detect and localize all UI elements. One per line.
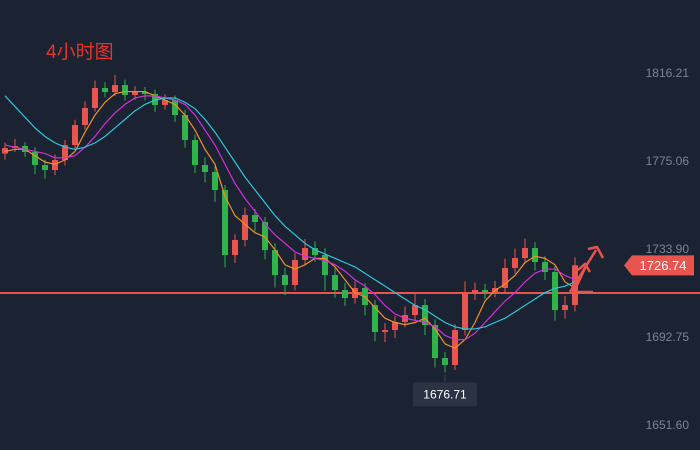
candle-body [142,92,148,95]
min-price: 1676.71 [423,387,467,401]
y-tick-label: 1733.90 [646,242,690,256]
candle-body [132,92,138,96]
candle-body [522,248,528,259]
candle-body [262,222,268,251]
candle-body [222,190,228,256]
candle-body [302,248,308,261]
candle-body [392,322,398,331]
candle-body [72,125,78,146]
candle-body [162,100,168,106]
candle-body [542,262,548,273]
candle-body [472,290,478,293]
candle-body [32,152,38,166]
candle-body [292,260,298,286]
candle-body [432,325,438,359]
candle-body [482,290,488,293]
candle-body [442,358,448,366]
candle-body [62,145,68,161]
candle-body [52,160,58,171]
candle-body [242,215,248,241]
arrow [572,262,592,293]
price-badge [624,255,694,276]
moving-average [4,90,576,349]
candle-body [192,140,198,166]
candle-body [552,272,558,311]
candle-body [232,240,238,256]
candle-body [422,305,428,326]
moving-average [4,95,576,330]
candle-body [512,258,518,269]
candle-body [332,275,338,291]
candle-body [342,290,348,299]
candle-body [282,275,288,286]
candle-body [102,88,108,93]
candle-body [532,248,538,263]
candle-body [172,100,178,116]
arrows [568,245,605,294]
y-tick-label: 1816.21 [646,66,690,80]
candle-body [202,165,208,173]
candle-body [412,305,418,316]
y-tick-label: 1692.75 [646,330,690,344]
candle-body [272,250,278,276]
candle-body [182,115,188,141]
candle-body [502,268,508,289]
candle-body [312,248,318,256]
y-tick-label: 1651.60 [646,418,690,432]
candle-body [212,172,218,191]
candle-body [462,292,468,331]
candle-body [372,305,378,333]
candle-body [82,108,88,126]
candle-body [382,330,388,333]
candle-body [122,85,128,96]
candle-body [2,148,8,154]
candle-body [42,165,48,171]
candle-body [92,88,98,109]
candle-body [562,305,568,311]
y-tick-label: 1775.06 [646,154,690,168]
candle-body [252,215,258,223]
candle-body [322,255,328,276]
chart-title: 4小时图 [46,41,114,63]
candle-body [112,85,118,93]
current-price: 1726.74 [640,258,687,273]
min-badge [413,382,477,407]
